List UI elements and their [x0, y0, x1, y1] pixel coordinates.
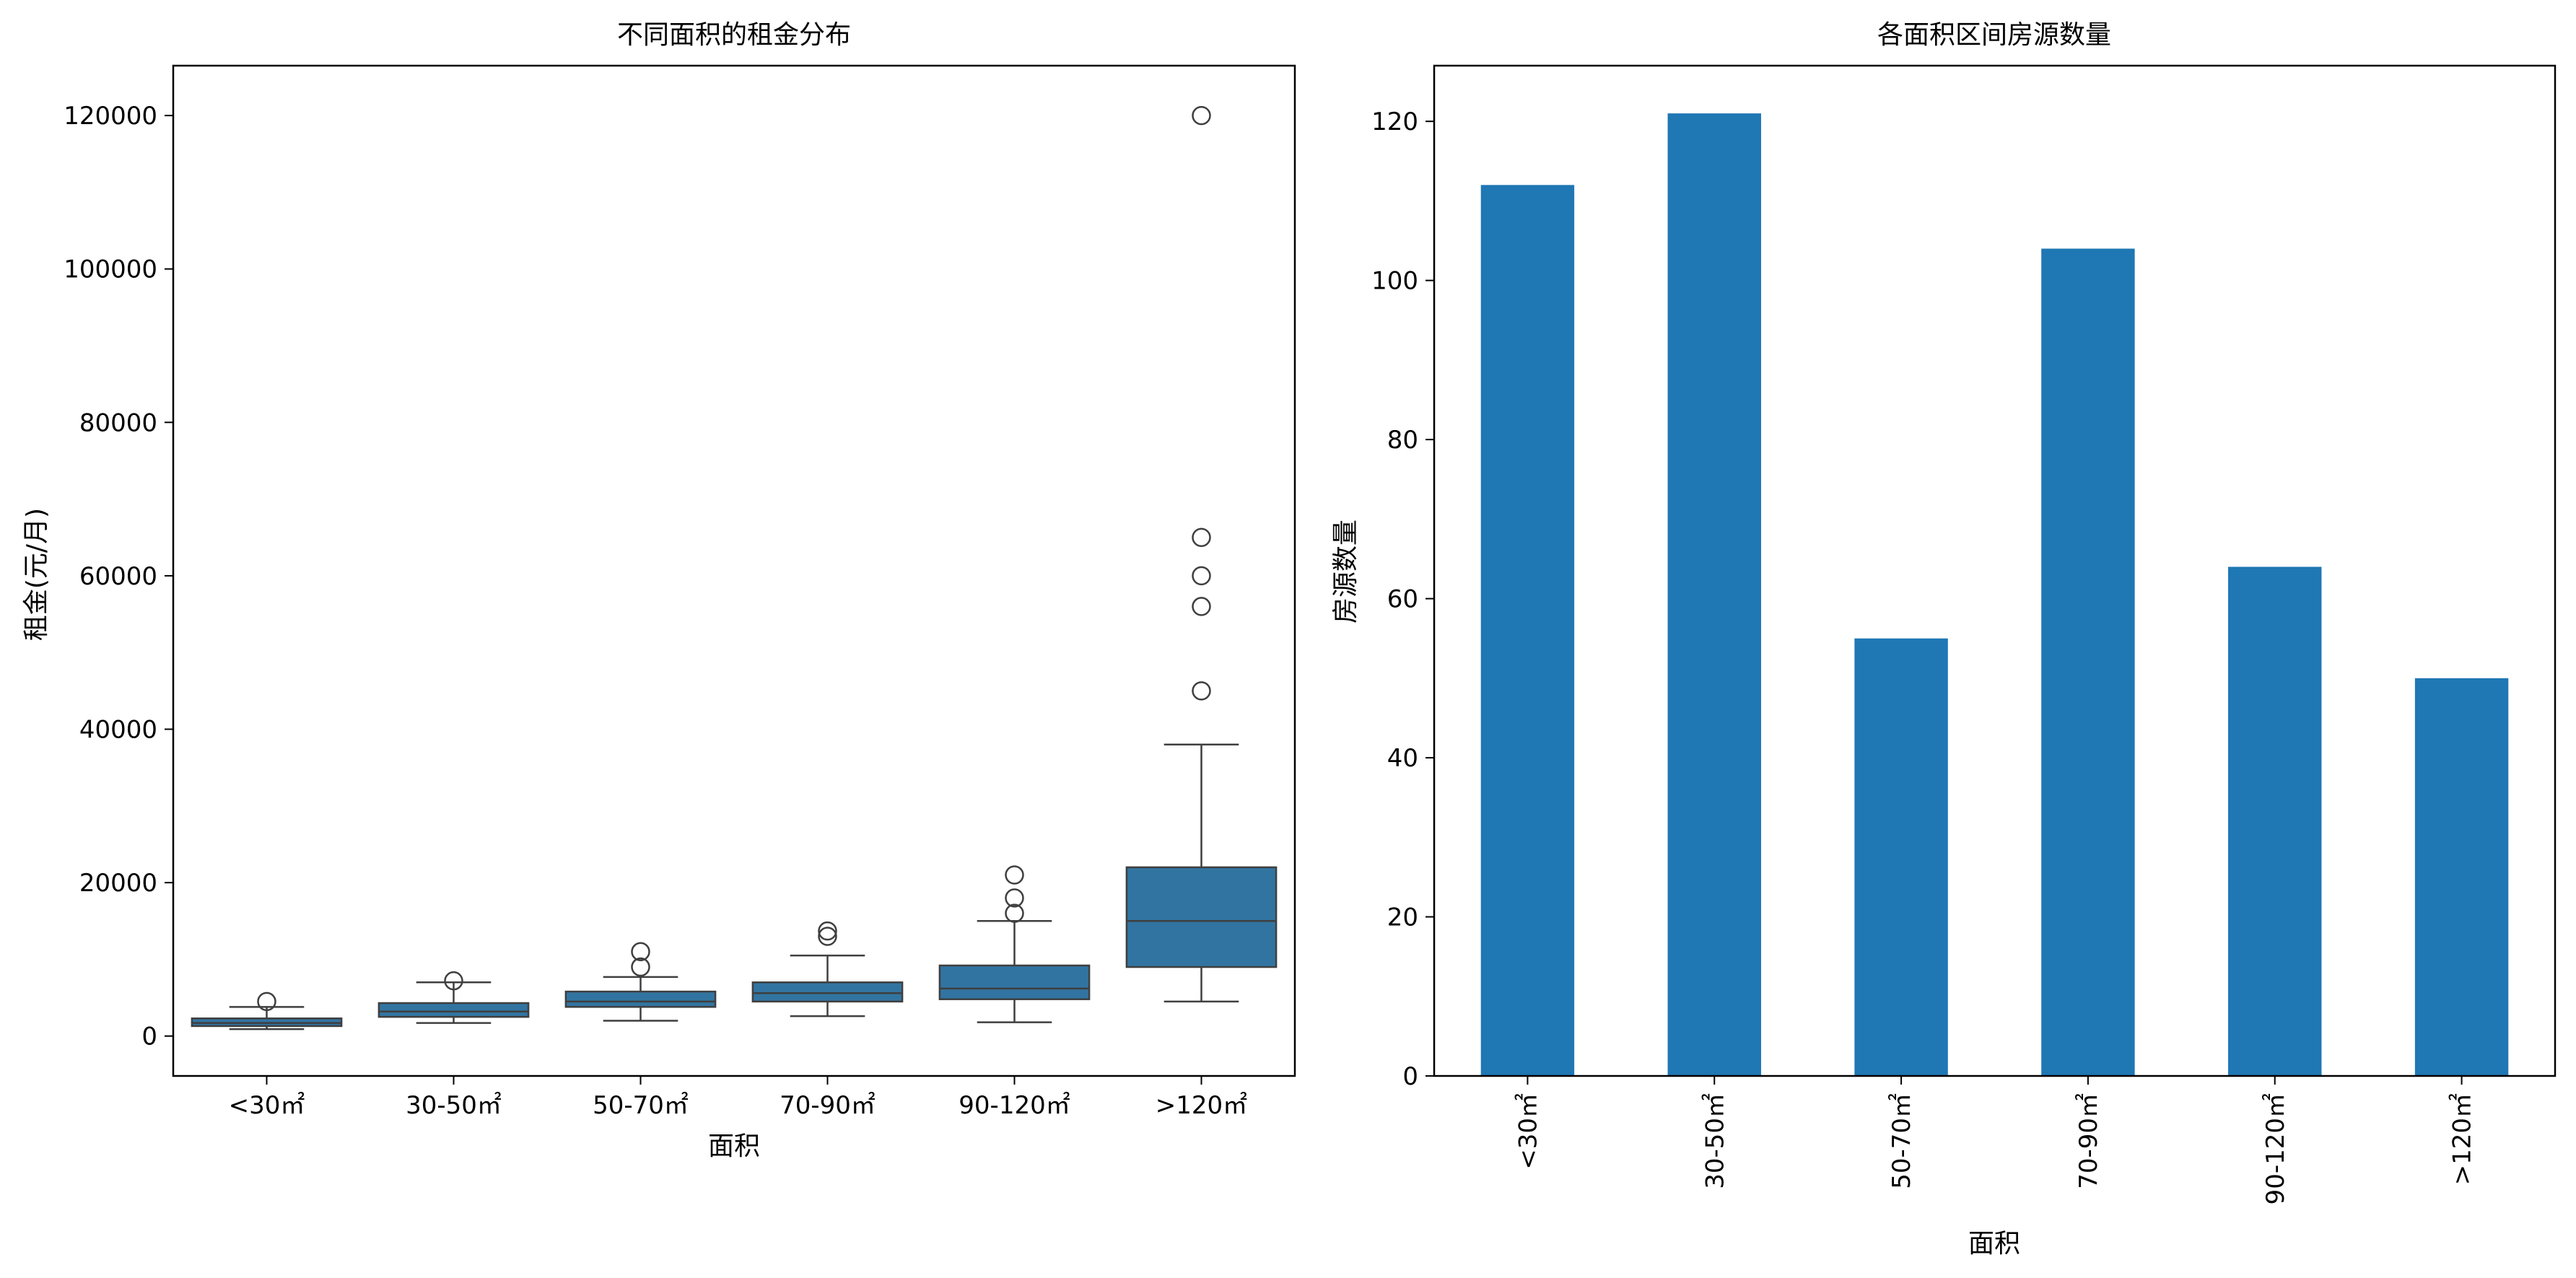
box-flier-4-0 — [1005, 903, 1024, 923]
barchart-xtick-label-4: 90-120㎡ — [2261, 1093, 2290, 1204]
box-flier-4-2 — [1005, 865, 1024, 885]
bar-2 — [1854, 638, 1948, 1076]
box-iqr-2 — [564, 990, 717, 1008]
boxplot-title: 不同面积的租金分布 — [617, 20, 851, 50]
box-flier-5-3 — [1192, 528, 1211, 548]
bar-0 — [1480, 185, 1575, 1076]
box-group-1 — [377, 971, 530, 1024]
boxplot-ticks: 0 20000 40000 60000 80000 100000 120000 <30㎡ 30-… — [64, 102, 1247, 1120]
box-iqr-4 — [938, 964, 1091, 1000]
barchart-xlabel: 面积 — [1968, 1229, 2020, 1259]
boxplot-marks — [191, 105, 1278, 1030]
barchart-xtick-label-3: 70-90㎡ — [2074, 1093, 2103, 1189]
boxplot-xtick-label-0: <30㎡ — [229, 1091, 305, 1120]
rent-boxplot-chart: 不同面积的租金分布 面积 租金(元/月) 0 20000 40000 60000 800… — [22, 20, 1296, 1161]
boxplot-ytick-label-4: 80000 — [79, 408, 157, 437]
box-flier-5-0 — [1192, 681, 1211, 701]
boxplot-ytick-label-5: 100000 — [64, 255, 157, 284]
boxplot-xtick-label-3: 70-90㎡ — [780, 1091, 876, 1120]
boxplot-ytick-label-0: 0 — [141, 1023, 157, 1051]
box-flier-0-0 — [257, 992, 276, 1012]
barchart-ytick-label-5: 100 — [1371, 267, 1418, 296]
box-flier-3-1 — [818, 921, 837, 941]
barchart-xtick-label-2: 50-70㎡ — [1887, 1093, 1916, 1189]
barchart-ylabel: 房源数量 — [1331, 520, 1361, 623]
barchart-ytick-label-1: 20 — [1387, 903, 1418, 932]
box-iqr-3 — [751, 981, 904, 1003]
boxplot-xtick-label-2: 50-70㎡ — [593, 1091, 689, 1120]
boxplot-xlabel: 面积 — [708, 1132, 760, 1161]
bar-3 — [2041, 248, 2135, 1076]
box-group-2 — [564, 942, 717, 1022]
barchart-ytick-label-6: 120 — [1371, 108, 1418, 136]
boxplot-ytick-label-6: 120000 — [64, 102, 157, 131]
box-flier-2-0 — [631, 957, 650, 977]
box-flier-2-1 — [631, 942, 650, 962]
boxplot-xtick-label-5: >120㎡ — [1156, 1091, 1247, 1120]
box-group-3 — [751, 921, 904, 1017]
bar-5 — [2414, 678, 2509, 1076]
barchart-xtick-label-1: 30-50㎡ — [1700, 1093, 1729, 1189]
box-flier-1-0 — [444, 971, 463, 991]
barchart-ytick-label-0: 0 — [1402, 1062, 1418, 1091]
barchart-xtick-label-5: >120㎡ — [2448, 1093, 2477, 1185]
barchart-ytick-label-2: 40 — [1387, 744, 1418, 773]
box-iqr-1 — [377, 1002, 530, 1018]
barchart-marks — [1480, 113, 2509, 1077]
barchart-xtick-label-0: <30㎡ — [1514, 1093, 1542, 1170]
box-group-5 — [1125, 105, 1278, 1003]
boxplot-xtick-label-4: 90-120㎡ — [959, 1091, 1070, 1120]
boxplot-xtick-label-1: 30-50㎡ — [406, 1091, 502, 1120]
boxplot-ylabel: 租金(元/月) — [22, 508, 51, 641]
bar-4 — [2228, 566, 2322, 1076]
boxplot-ytick-label-3: 60000 — [79, 562, 157, 591]
box-flier-4-1 — [1005, 888, 1024, 908]
box-group-4 — [938, 865, 1091, 1023]
boxplot-ytick-label-1: 20000 — [79, 869, 157, 898]
box-flier-5-2 — [1192, 566, 1211, 586]
barchart-axes-frame — [1433, 64, 2557, 1077]
box-flier-5-1 — [1192, 597, 1211, 616]
bar-1 — [1667, 113, 1761, 1077]
box-flier-3-0 — [818, 927, 837, 946]
box-iqr-5 — [1125, 866, 1278, 968]
box-flier-5-4 — [1192, 105, 1211, 126]
boxplot-axes-frame — [172, 64, 1296, 1077]
barchart-ticks: 0 20 40 60 80 100 120 <30㎡ 30-50㎡ 50-70㎡ 70-90㎡ 90-… — [1371, 108, 2476, 1204]
barchart-title: 各面积区间房源数量 — [1877, 20, 2111, 50]
box-group-0 — [191, 992, 343, 1030]
barchart-ytick-label-3: 60 — [1387, 585, 1418, 614]
listing-count-bar-chart: 各面积区间房源数量 面积 房源数量 0 20 40 60 80 100 120 <30㎡ 30-… — [1331, 20, 2557, 1259]
boxplot-ytick-label-2: 40000 — [79, 716, 157, 745]
barchart-ytick-label-4: 80 — [1387, 426, 1418, 455]
